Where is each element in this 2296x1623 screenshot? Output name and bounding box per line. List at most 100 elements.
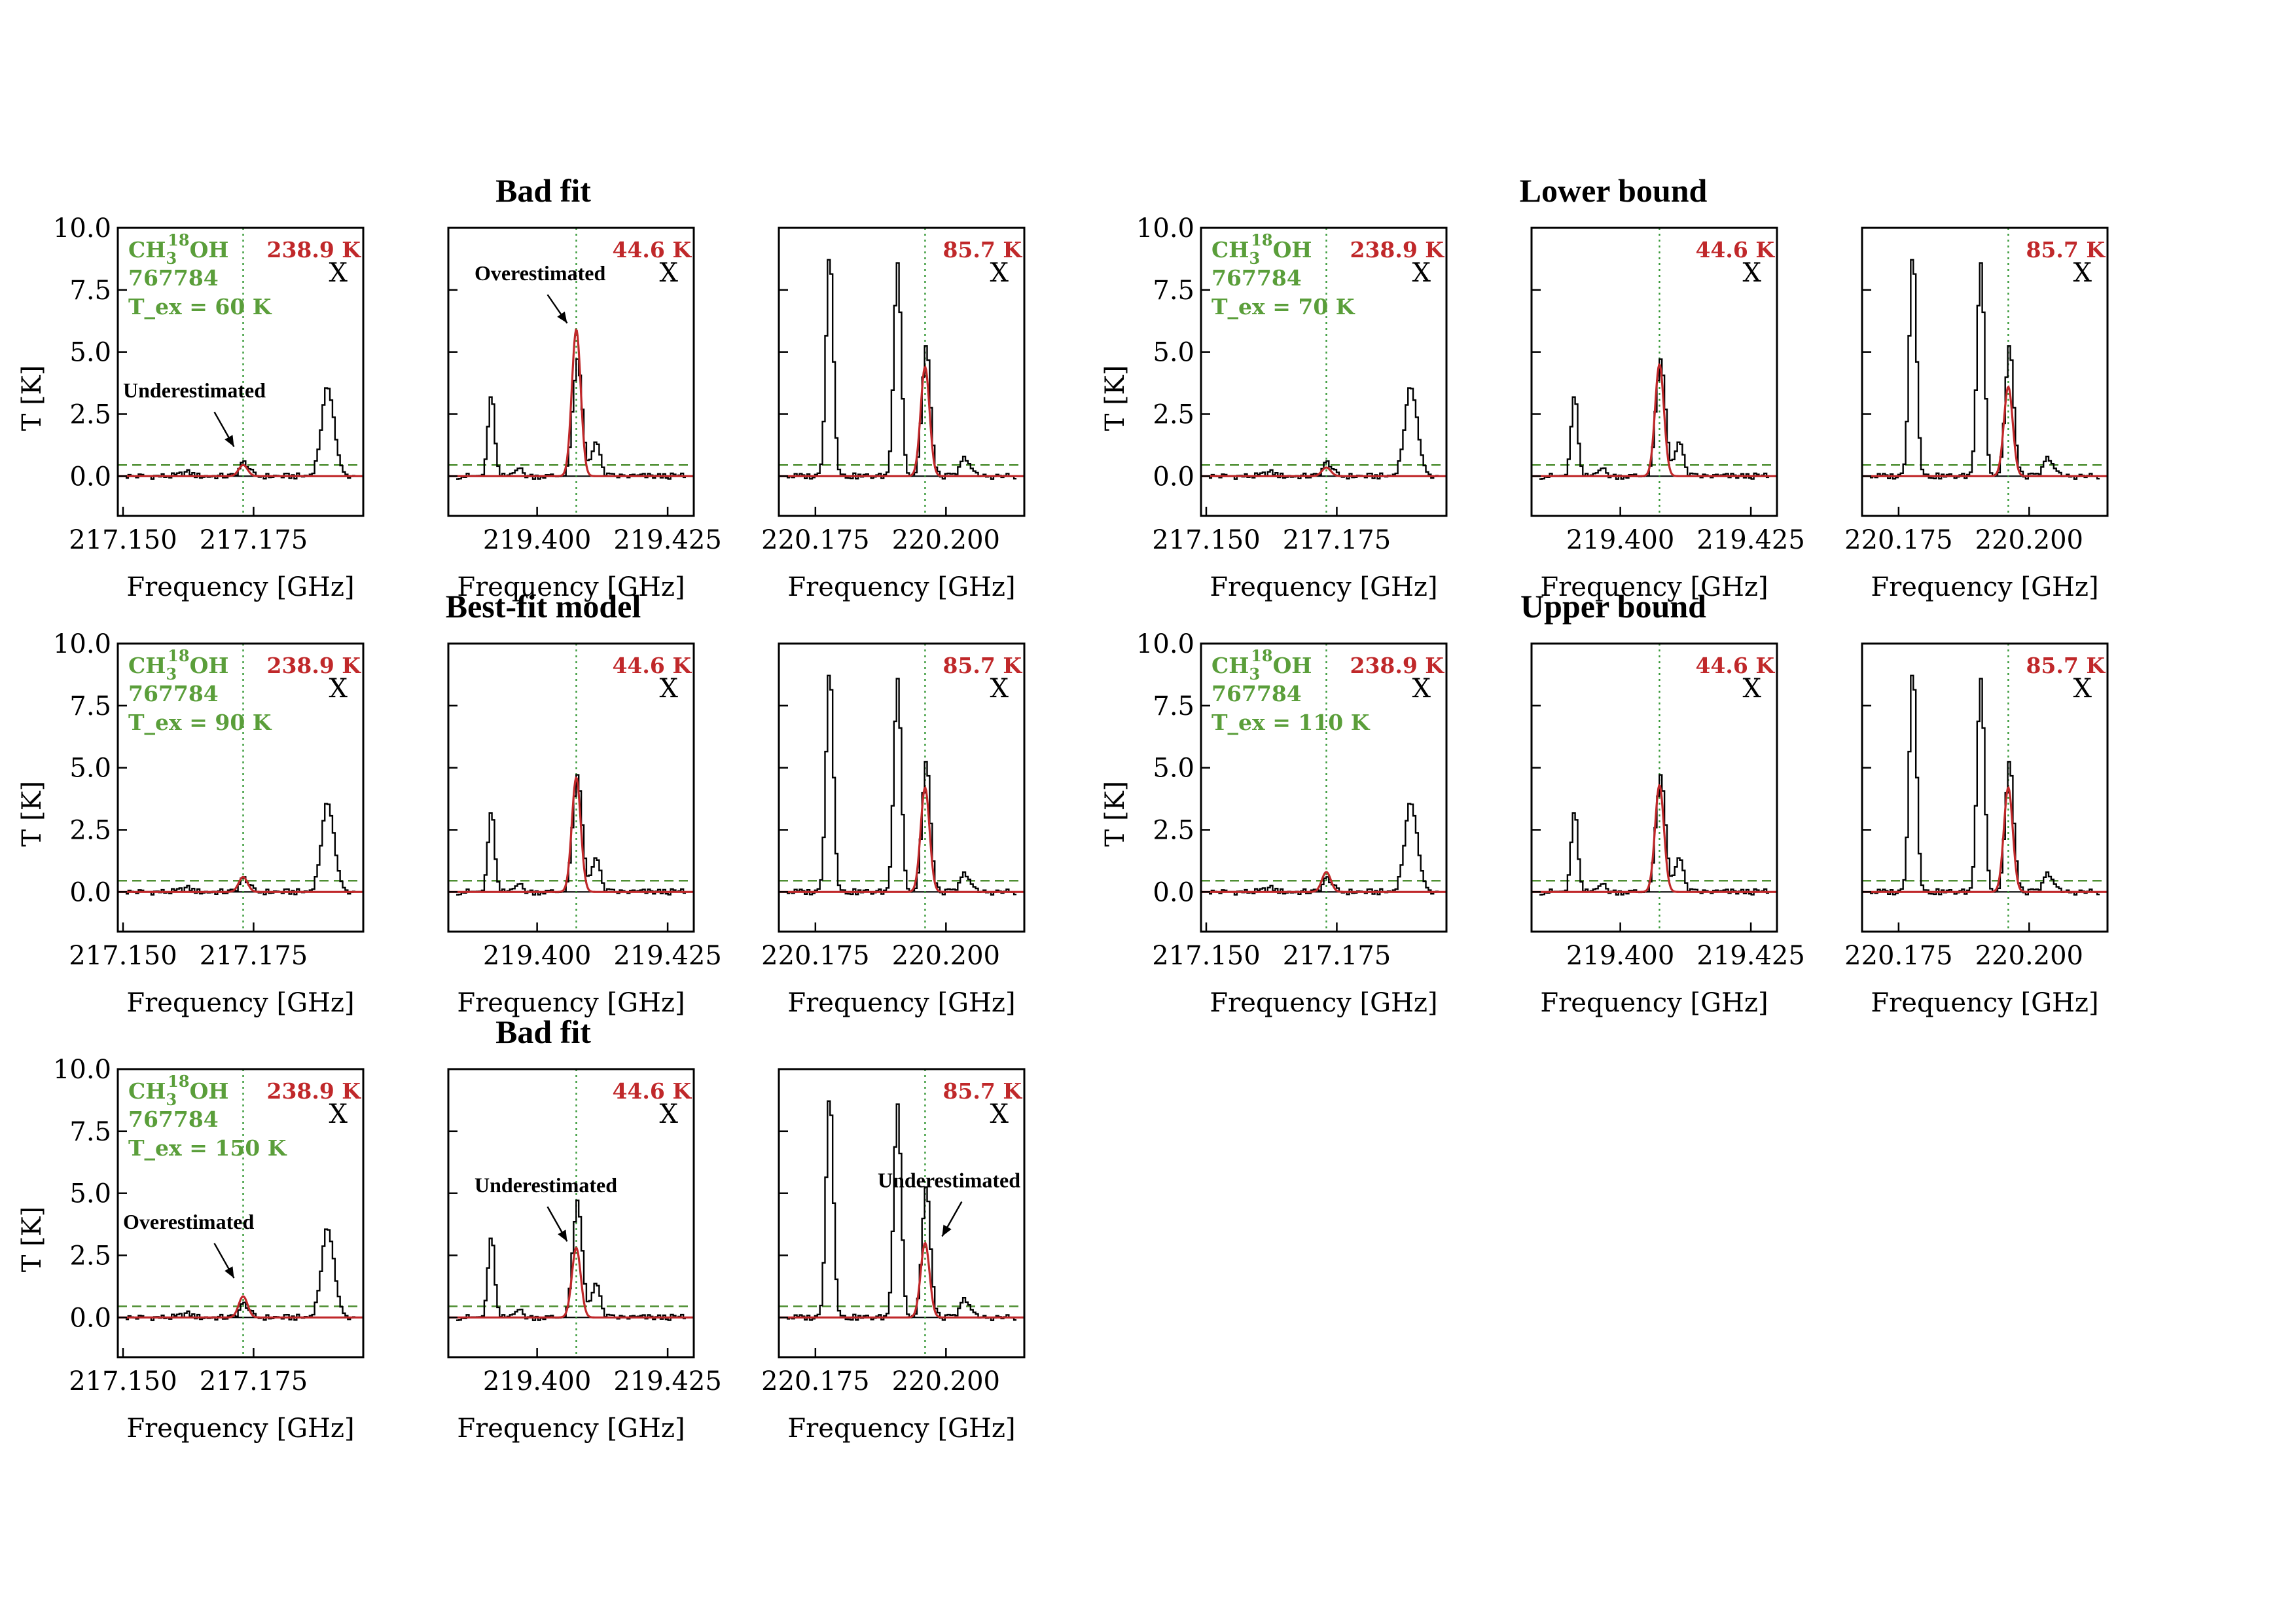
model-spectrum	[448, 328, 694, 477]
upper-energy-label: 85.7 K	[942, 1078, 1022, 1104]
upper-energy-label: 44.6 K	[612, 1078, 692, 1104]
molecule-sub: 3	[166, 665, 177, 684]
observed-spectrum	[456, 1199, 687, 1321]
x-tick-label: 220.200	[1975, 941, 2083, 971]
tex-label: T_ex = 90 K	[128, 710, 272, 735]
y-tick-label: 0.0	[1153, 462, 1194, 492]
flag-label: X	[1743, 674, 1762, 704]
panel-frame	[778, 227, 1026, 517]
panel-g0-c0: 0.0 2.5 5.0 7.5 10.0 T [K] 217.150 217.175 Frequ…	[17, 213, 365, 602]
observed-spectrum	[1869, 259, 2100, 480]
panel-g2-c2: 220.175 220.200 Frequency [GHz] 85.7 KX	[761, 642, 1026, 1018]
upper-energy-label: 44.6 K	[1695, 237, 1775, 263]
group-title: Bad fit	[495, 172, 591, 209]
panel-g1-c2: 220.175 220.200 Frequency [GHz] 85.7 KX	[1844, 227, 2109, 602]
molecule-base: CH	[128, 1078, 166, 1104]
y-tick-label: 7.5	[1153, 691, 1194, 721]
model-spectrum	[448, 1247, 694, 1319]
upper-energy-label: 85.7 K	[942, 653, 1022, 678]
molecule-label: CH318OH	[128, 1072, 229, 1109]
model-spectrum	[779, 1241, 1024, 1319]
x-tick-label: 220.200	[892, 941, 1000, 971]
panel-frame	[117, 642, 365, 933]
model-spectrum	[448, 776, 694, 893]
molecule-tail: OH	[1273, 237, 1312, 263]
panel-frame	[1861, 642, 2109, 933]
y-tick-label: 0.0	[69, 1303, 111, 1333]
group-title: Bad fit	[495, 1013, 591, 1050]
y-tick-label: 2.5	[69, 399, 111, 429]
y-tick-label: 0.0	[69, 877, 111, 907]
x-axis-label: Frequency [GHz]	[787, 1413, 1015, 1444]
molecule-sup: 18	[168, 230, 189, 249]
flag-label: X	[990, 674, 1009, 704]
flag-label: X	[990, 258, 1009, 288]
molecule-base: CH	[128, 237, 166, 263]
x-axis-label: Frequency [GHz]	[126, 988, 354, 1018]
model-spectrum	[118, 464, 363, 477]
x-tick-label: 220.200	[892, 1366, 1000, 1396]
group-title: Lower bound	[1520, 172, 1708, 209]
x-tick-label: 219.400	[483, 941, 591, 971]
molecule-sup: 18	[168, 1072, 189, 1091]
annotation-label: Overestimated	[123, 1210, 254, 1233]
y-tick-label: 5.0	[69, 754, 111, 784]
tex-label: T_ex = 70 K	[1211, 294, 1355, 319]
observed-spectrum	[786, 259, 1017, 480]
x-tick-label: 220.175	[761, 1366, 869, 1396]
y-tick-label: 2.5	[1153, 399, 1194, 429]
model-spectrum	[1532, 363, 1777, 477]
annotation-arrow-head	[558, 1230, 567, 1242]
molecule-sub: 3	[166, 249, 177, 268]
molecule-label: CH318OH	[128, 646, 229, 684]
molecule-label: CH318OH	[1211, 646, 1312, 684]
flag-label: X	[1743, 258, 1762, 288]
model-spectrum	[1862, 786, 2108, 893]
flag-label: X	[329, 1099, 348, 1129]
x-axis-label: Frequency [GHz]	[126, 1413, 354, 1444]
upper-energy-label: 85.7 K	[2026, 237, 2106, 263]
model-spectrum	[1532, 784, 1777, 893]
x-axis-label: Frequency [GHz]	[1540, 572, 1768, 602]
panel-g3-c0: 0.0 2.5 5.0 7.5 10.0 T [K] 217.150 217.175 Frequ…	[1100, 629, 1448, 1018]
tex-label: T_ex = 150 K	[128, 1135, 287, 1161]
annotation-label: Underestimated	[475, 1173, 617, 1197]
x-tick-label: 217.150	[69, 525, 177, 555]
x-tick-label: 217.175	[200, 941, 308, 971]
molecule-label: CH318OH	[128, 230, 229, 268]
x-tick-label: 217.150	[1152, 941, 1260, 971]
x-axis-label: Frequency [GHz]	[1871, 988, 2098, 1018]
observed-spectrum	[786, 1100, 1017, 1321]
tag-label: 767784	[1211, 265, 1302, 291]
tag-label: 767784	[1211, 681, 1302, 706]
y-tick-label: 5.0	[1153, 338, 1194, 368]
y-tick-label: 10.0	[53, 213, 111, 244]
flag-label: X	[2073, 258, 2092, 288]
x-tick-label: 220.200	[892, 525, 1000, 555]
molecule-sub: 3	[1249, 249, 1260, 268]
upper-energy-label: 85.7 K	[942, 237, 1022, 263]
x-tick-label: 219.425	[613, 941, 721, 971]
upper-energy-label: 44.6 K	[1695, 653, 1775, 678]
x-tick-label: 219.425	[613, 1366, 721, 1396]
x-axis-label: Frequency [GHz]	[457, 1413, 685, 1444]
panel-g2-c1: 219.400 219.425 Frequency [GHz] 44.6 KX	[447, 642, 722, 1018]
tag-label: 767784	[128, 265, 219, 291]
panel-frame	[1530, 227, 1778, 517]
y-tick-label: 7.5	[69, 691, 111, 721]
upper-energy-label: 238.9 K	[1350, 653, 1444, 678]
x-tick-label: 217.175	[1283, 525, 1391, 555]
y-tick-label: 2.5	[1153, 815, 1194, 845]
panel-frame	[778, 1068, 1026, 1359]
y-axis-label: T [K]	[17, 365, 47, 431]
x-tick-label: 219.400	[1566, 525, 1674, 555]
y-axis-label: T [K]	[1100, 781, 1130, 847]
annotation-arrow-head	[224, 435, 234, 447]
annotation-label: Overestimated	[475, 261, 605, 285]
y-tick-label: 0.0	[1153, 877, 1194, 907]
y-tick-label: 2.5	[69, 815, 111, 845]
molecule-label: CH318OH	[1211, 230, 1312, 268]
model-spectrum	[1862, 385, 2108, 477]
panel-g0-c2: 220.175 220.200 Frequency [GHz] 85.7 KX	[761, 227, 1026, 602]
y-tick-label: 5.0	[69, 338, 111, 368]
